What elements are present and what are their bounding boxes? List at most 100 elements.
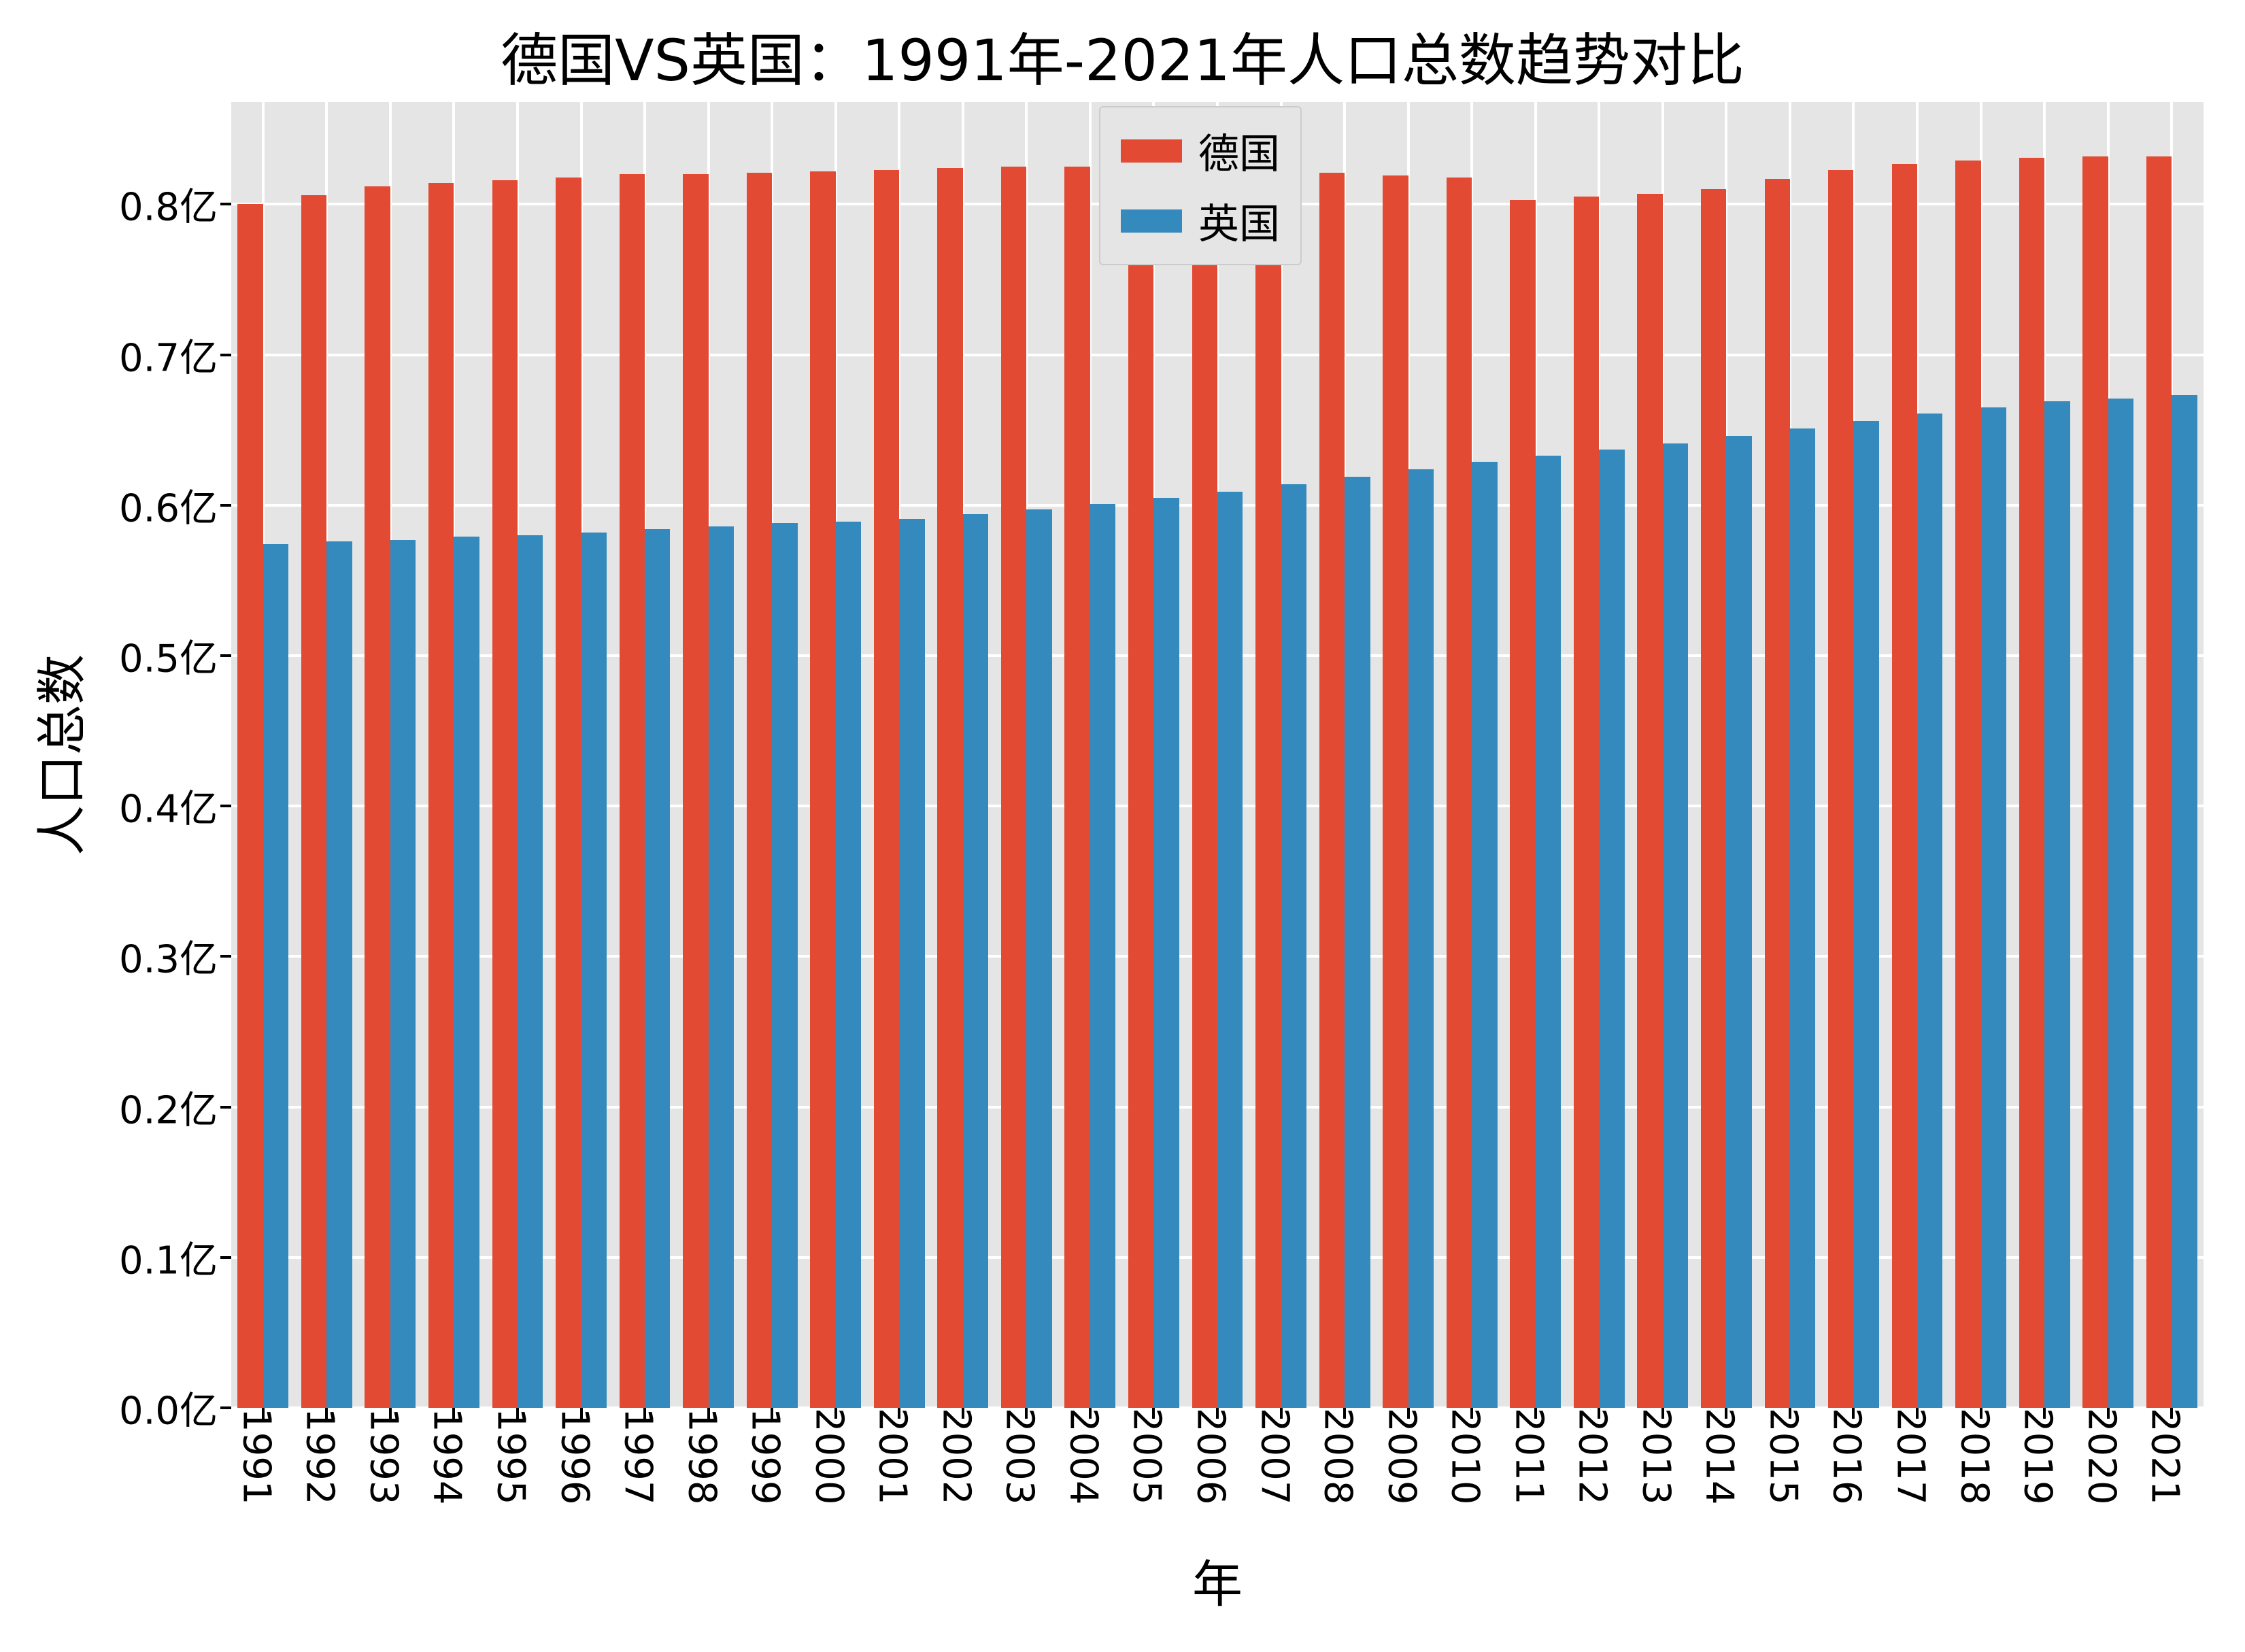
ytick-label: 0.2亿 bbox=[119, 1079, 231, 1134]
xtick-label: 1991 bbox=[234, 1408, 292, 1505]
bar-德国 bbox=[1765, 179, 1790, 1408]
xtick-label: 2021 bbox=[2143, 1408, 2201, 1505]
y-axis-label: 人口总数 bbox=[22, 654, 95, 856]
bar-英国 bbox=[2172, 395, 2197, 1408]
bar-德国 bbox=[810, 171, 835, 1408]
legend: 德国英国 bbox=[1099, 106, 1302, 265]
xtick-label: 2010 bbox=[1443, 1408, 1501, 1505]
xtick-label: 2016 bbox=[1825, 1408, 1883, 1505]
bar-德国 bbox=[1447, 178, 1472, 1408]
legend-item: 德国 bbox=[1121, 121, 1280, 180]
bar-英国 bbox=[263, 544, 288, 1408]
xtick-label: 2001 bbox=[871, 1408, 928, 1505]
xtick-label: 2002 bbox=[934, 1408, 992, 1505]
bar-德国 bbox=[1128, 168, 1153, 1408]
bar-英国 bbox=[518, 535, 543, 1408]
xtick-label: 2014 bbox=[1698, 1408, 1755, 1505]
bar-英国 bbox=[326, 541, 352, 1408]
chart-container: 德国VS英国：1991年-2021年人口总数趋势对比 0.0亿0.1亿0.2亿0… bbox=[0, 0, 2245, 1652]
bar-德国 bbox=[747, 173, 772, 1408]
bar-英国 bbox=[581, 533, 607, 1408]
bar-德国 bbox=[237, 204, 263, 1408]
bar-英国 bbox=[1917, 414, 1942, 1408]
bar-德国 bbox=[683, 174, 708, 1408]
bar-英国 bbox=[1726, 436, 1751, 1408]
bar-德国 bbox=[937, 168, 962, 1408]
ytick-label: 0.3亿 bbox=[119, 929, 231, 984]
bar-德国 bbox=[492, 180, 518, 1408]
xtick-label: 2012 bbox=[1570, 1408, 1628, 1505]
bar-英国 bbox=[1536, 456, 1561, 1408]
bar-英国 bbox=[2044, 401, 2070, 1408]
bar-英国 bbox=[1281, 484, 1306, 1408]
bar-德国 bbox=[1192, 170, 1217, 1408]
bar-德国 bbox=[874, 170, 899, 1408]
legend-label: 英国 bbox=[1198, 191, 1280, 250]
plot-area: 0.0亿0.1亿0.2亿0.3亿0.4亿0.5亿0.6亿0.7亿0.8亿1991… bbox=[231, 102, 2204, 1408]
xtick-label: 1998 bbox=[679, 1408, 737, 1505]
bar-德国 bbox=[1064, 167, 1090, 1408]
bar-德国 bbox=[1955, 161, 1980, 1408]
bar-德国 bbox=[428, 183, 454, 1408]
xtick-label: 2007 bbox=[1252, 1408, 1310, 1505]
xtick-label: 1997 bbox=[616, 1408, 674, 1505]
chart-title: 德国VS英国：1991年-2021年人口总数趋势对比 bbox=[0, 15, 2245, 97]
ytick-label: 0.4亿 bbox=[119, 779, 231, 834]
xtick-label: 1992 bbox=[298, 1408, 356, 1505]
bar-英国 bbox=[1853, 421, 1878, 1408]
legend-swatch bbox=[1121, 209, 1182, 233]
xtick-label: 2018 bbox=[1952, 1408, 2010, 1505]
bar-德国 bbox=[2019, 158, 2044, 1408]
xtick-label: 1996 bbox=[552, 1408, 610, 1505]
xtick-label: 2019 bbox=[2016, 1408, 2074, 1505]
bar-德国 bbox=[1001, 167, 1026, 1408]
xtick-label: 2015 bbox=[1761, 1408, 1819, 1505]
bar-德国 bbox=[1637, 194, 1662, 1408]
x-axis-label: 年 bbox=[1192, 1544, 1243, 1617]
bar-英国 bbox=[709, 526, 734, 1408]
ytick-label: 0.5亿 bbox=[119, 628, 231, 684]
ytick-label: 0.8亿 bbox=[119, 177, 231, 232]
bar-英国 bbox=[390, 540, 416, 1408]
bar-英国 bbox=[772, 523, 797, 1408]
ytick-label: 0.1亿 bbox=[119, 1230, 231, 1285]
bar-德国 bbox=[1892, 164, 1917, 1408]
bar-英国 bbox=[454, 537, 479, 1408]
xtick-label: 2017 bbox=[1889, 1408, 1946, 1505]
bar-英国 bbox=[1153, 498, 1179, 1408]
bar-德国 bbox=[2082, 156, 2108, 1408]
xtick-label: 2004 bbox=[1061, 1408, 1119, 1505]
xtick-label: 1995 bbox=[488, 1408, 546, 1505]
bar-英国 bbox=[899, 519, 924, 1408]
xtick-label: 2013 bbox=[1634, 1408, 1691, 1505]
bar-德国 bbox=[620, 174, 645, 1408]
xtick-label: 2000 bbox=[807, 1408, 864, 1505]
xtick-label: 2011 bbox=[1506, 1408, 1564, 1505]
bar-英国 bbox=[1408, 469, 1434, 1408]
bar-德国 bbox=[2146, 156, 2172, 1408]
bar-德国 bbox=[301, 195, 326, 1408]
bar-德国 bbox=[1510, 200, 1535, 1408]
legend-swatch bbox=[1121, 139, 1182, 163]
bar-德国 bbox=[1574, 197, 1599, 1408]
ytick-label: 0.6亿 bbox=[119, 477, 231, 533]
ytick-label: 0.7亿 bbox=[119, 327, 231, 382]
bar-德国 bbox=[1255, 171, 1281, 1408]
ytick-label: 0.0亿 bbox=[119, 1381, 231, 1436]
bar-英国 bbox=[1345, 477, 1370, 1408]
bar-英国 bbox=[1217, 492, 1243, 1408]
xtick-label: 2003 bbox=[998, 1408, 1056, 1505]
xtick-label: 2020 bbox=[2079, 1408, 2137, 1505]
xtick-label: 2009 bbox=[1379, 1408, 1437, 1505]
legend-item: 英国 bbox=[1121, 191, 1280, 250]
bar-英国 bbox=[1026, 509, 1051, 1408]
legend-label: 德国 bbox=[1198, 121, 1280, 180]
bar-德国 bbox=[556, 178, 581, 1408]
xtick-label: 1993 bbox=[361, 1408, 419, 1505]
bar-德国 bbox=[1828, 170, 1853, 1408]
xtick-label: 2008 bbox=[1316, 1408, 1374, 1505]
bar-英国 bbox=[1472, 462, 1497, 1408]
bar-英国 bbox=[1663, 443, 1688, 1408]
bar-英国 bbox=[2108, 399, 2133, 1408]
bar-德国 bbox=[1383, 175, 1408, 1408]
